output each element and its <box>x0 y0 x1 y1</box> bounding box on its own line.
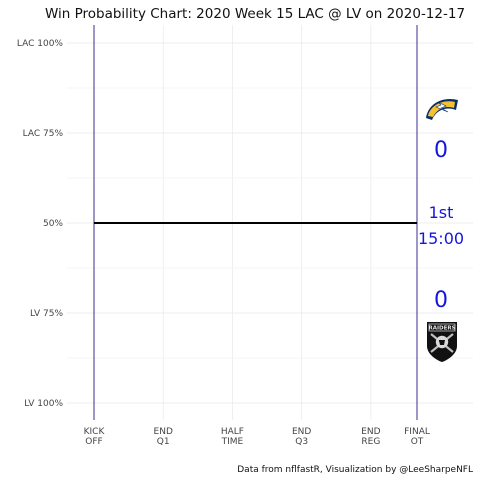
x-tick-label: OFF <box>85 437 102 447</box>
x-tick-label: KICK <box>84 427 106 437</box>
top-team-score: 0 <box>434 138 448 163</box>
chart-title: Win Probability Chart: 2020 Week 15 LAC … <box>45 6 465 22</box>
quarter-label: 1st <box>429 203 454 222</box>
chargers-bolt-logo <box>426 98 458 120</box>
x-tick-label: END <box>154 427 173 437</box>
x-tick-label: OT <box>411 437 424 447</box>
y-tick-label: LV 100% <box>24 399 63 409</box>
caption: Data from nflfastR, Visualization by @Le… <box>237 465 473 475</box>
raiders-shield-logo: RAIDERS <box>427 322 457 362</box>
bottom-team-score: 0 <box>434 288 448 313</box>
x-tick-label: Q3 <box>295 437 308 447</box>
svg-text:RAIDERS: RAIDERS <box>428 326 455 332</box>
y-tick-label: LAC 75% <box>23 129 64 139</box>
y-tick-label: LAC 100% <box>17 39 64 49</box>
x-tick-label: END <box>361 427 380 437</box>
y-axis-ticks: LAC 100% LAC 75% 50% LV 75% LV 100% <box>17 39 64 409</box>
y-tick-label: LV 75% <box>30 309 63 319</box>
x-tick-label: Q1 <box>157 437 170 447</box>
x-tick-label: END <box>292 427 311 437</box>
x-tick-label: HALF <box>221 427 244 437</box>
game-clock: 15:00 <box>418 229 464 248</box>
x-tick-label: FINAL <box>404 427 430 437</box>
y-tick-label: 50% <box>43 219 63 229</box>
x-tick-label: REG <box>361 437 380 447</box>
x-tick-label: TIME <box>221 437 244 447</box>
